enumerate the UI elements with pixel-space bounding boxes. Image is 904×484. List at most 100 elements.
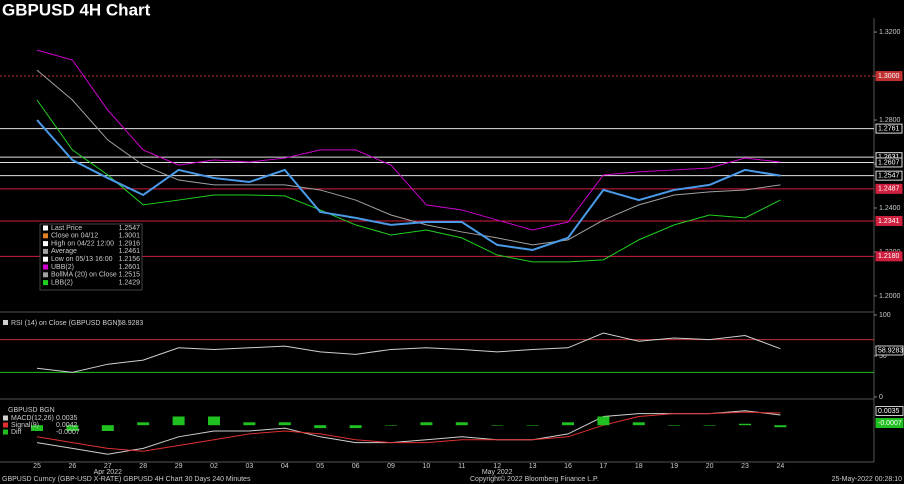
histogram-bar — [739, 423, 751, 426]
level-label: 1.2547 — [878, 172, 900, 179]
value-box-label: 0.0035 — [878, 408, 900, 415]
legend-label: Low on 05/13 16:00 — [51, 256, 113, 263]
legend-label: BollMA (20) on Close — [51, 272, 117, 279]
x-tick-label: 11 — [458, 463, 465, 470]
y-tick-label: 1.3200 — [879, 29, 901, 36]
x-tick-label: 05 — [316, 463, 324, 470]
histogram-bar — [597, 416, 610, 426]
legend-value: 1.2515 — [119, 272, 141, 279]
level-label-box — [875, 251, 903, 262]
legend-label: Average — [51, 248, 77, 255]
y-tick-label: 100 — [879, 312, 891, 319]
histogram-bar — [208, 416, 220, 426]
histogram-bar — [137, 422, 150, 426]
level-label: 1.2341 — [878, 218, 900, 225]
panel-value: 58.9283 — [118, 320, 143, 327]
legend-value: 0.0042 — [56, 422, 78, 429]
histogram-bar — [703, 425, 716, 426]
histogram-bar — [562, 422, 574, 426]
x-tick-label: 10 — [423, 463, 431, 470]
series-line — [36, 69, 781, 246]
legend-label: Close on 04/12 — [51, 233, 98, 240]
y-tick-label: 0 — [879, 394, 883, 401]
panel-title: RSI (14) on Close (GBPUSD BGN) — [11, 320, 120, 327]
y-tick-label: 50 — [879, 353, 887, 360]
legend-swatch — [3, 429, 8, 435]
series-line — [36, 99, 781, 263]
legend-label: Last Price — [51, 225, 82, 232]
footer-right: 25-May-2022 00:28:10 — [832, 476, 903, 483]
level-label: 1.2487 — [878, 186, 900, 193]
histogram-bar — [66, 425, 79, 431]
legend-value: 1.3001 — [119, 233, 141, 240]
y-tick-label: 1.2800 — [879, 117, 901, 124]
histogram-bar — [632, 422, 645, 426]
histogram-bar — [668, 425, 681, 426]
legend-label: LBB(2) — [51, 279, 73, 286]
panel-title: GBPUSD BGN — [8, 407, 55, 414]
legend-label: UBB(2) — [51, 264, 74, 271]
legend-label: High on 04/22 12:00 — [51, 240, 114, 247]
histogram-bar — [172, 416, 185, 426]
histogram-bar — [420, 422, 433, 426]
histogram-bar — [385, 425, 397, 426]
y-tick-label: 1.2400 — [879, 205, 901, 212]
value-box — [875, 406, 904, 416]
value-box-label: 58.9283 — [878, 347, 903, 354]
series-line — [36, 119, 781, 251]
legend-label: Signal(9) — [11, 422, 39, 429]
legend-swatch — [43, 264, 48, 270]
month-label: May 2022 — [482, 469, 513, 476]
value-box — [875, 345, 904, 356]
series-line — [36, 49, 781, 231]
legend-value: 1.2547 — [119, 225, 141, 232]
x-tick-label: 25 — [33, 463, 41, 470]
legend-swatch — [43, 233, 48, 239]
x-tick-label: 17 — [600, 463, 608, 470]
level-label-box — [875, 215, 903, 226]
histogram-bar — [349, 425, 362, 429]
x-tick-label: 04 — [281, 463, 289, 470]
histogram-bar — [455, 422, 468, 426]
x-tick-label: 13 — [529, 463, 537, 470]
histogram-bar — [243, 422, 256, 426]
footer-left: GBPUSD Curncy (GBP-USD X-RATE) GBPUSD 4H… — [2, 476, 251, 483]
x-tick-label: 20 — [706, 463, 714, 470]
level-label: 1.2761 — [878, 125, 900, 132]
histogram-bar — [491, 425, 504, 426]
x-tick-label: 29 — [175, 463, 183, 470]
legend-swatch — [43, 256, 48, 262]
legend-swatch — [3, 422, 8, 428]
month-label: Apr 2022 — [94, 469, 123, 476]
series-line — [36, 332, 781, 373]
footer-center: Copyright© 2022 Bloomberg Finance L.P. — [470, 475, 599, 483]
x-tick-label: 19 — [670, 463, 678, 470]
series-line — [36, 410, 781, 455]
x-tick-label: 16 — [564, 463, 572, 470]
legend-value: -0.0007 — [56, 429, 80, 436]
legend-swatch — [3, 320, 8, 325]
x-tick-label: 27 — [104, 463, 112, 470]
level-label: 1.2180 — [878, 253, 900, 260]
histogram-bar — [314, 425, 327, 429]
x-tick-label: 03 — [246, 463, 254, 470]
legend-value: 1.2429 — [119, 279, 141, 286]
chart-title: GBPUSD 4H Chart — [2, 0, 151, 19]
x-tick-label: 02 — [210, 463, 218, 470]
value-box-label: -0.0007 — [878, 420, 902, 427]
histogram-bar — [101, 425, 114, 431]
legend-value: 1.2461 — [119, 248, 141, 255]
legend-value: 0.0035 — [56, 415, 78, 422]
series-line — [36, 411, 781, 452]
legend-box — [39, 223, 143, 291]
x-tick-label: 26 — [69, 463, 77, 470]
legend-swatch — [43, 241, 48, 247]
legend-swatch — [3, 415, 8, 421]
level-label-box — [875, 123, 903, 134]
x-tick-label: 18 — [635, 463, 643, 470]
x-tick-label: 12 — [493, 463, 501, 470]
level-label: 1.3000 — [878, 73, 900, 80]
level-label-box — [875, 71, 903, 82]
